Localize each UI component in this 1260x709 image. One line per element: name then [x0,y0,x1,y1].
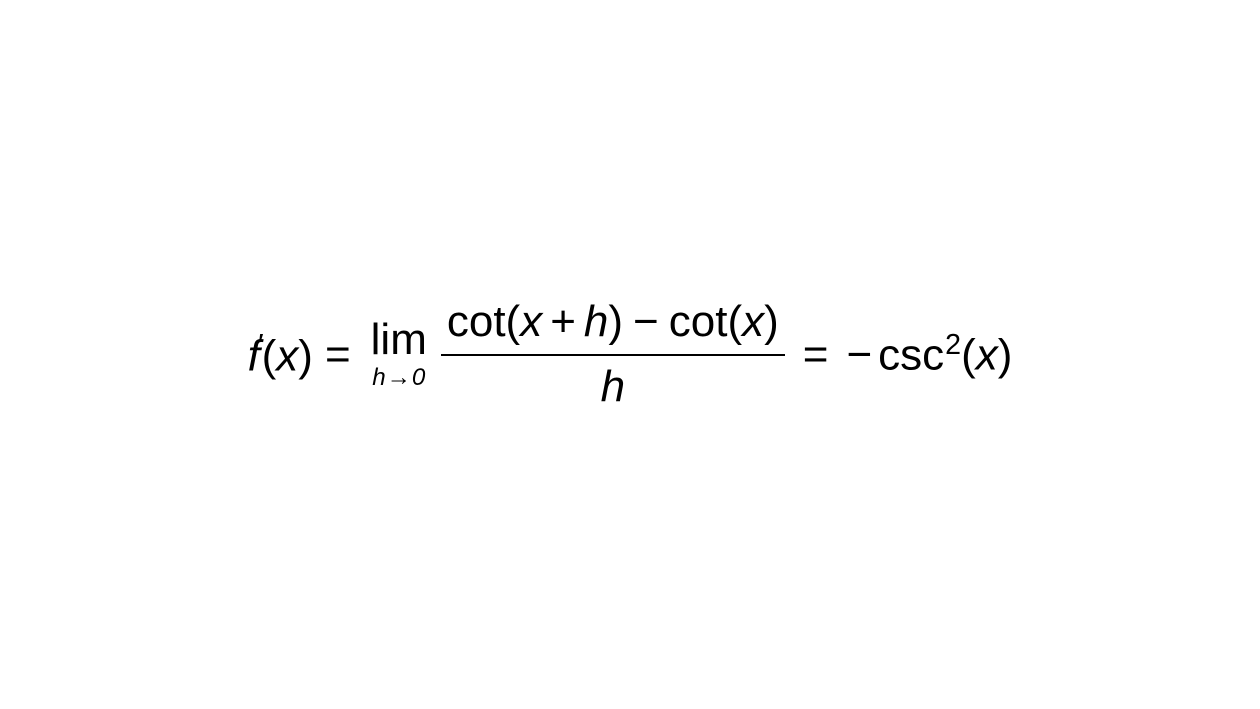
negative-sign: − [846,330,872,379]
minus-sign-num: − [633,297,659,346]
csc-func: csc [878,330,944,379]
denominator: h [595,356,631,413]
limit-operator: lim h→0 [371,318,427,390]
x-variable: x [276,332,298,381]
open-paren-num1: ( [506,297,521,346]
numerator: cot(x+h)−cot(x) [441,297,785,354]
equals-sign-2: = [803,330,829,380]
close-paren-num1: ) [608,297,623,346]
equals-sign-1: = [325,330,351,380]
x-rhs: x [976,330,998,379]
x-num2: x [742,297,764,346]
open-paren-rhs: ( [961,330,976,379]
rhs: −csc2(x) [840,329,1012,381]
plus-sign: + [550,297,576,346]
lim-text: lim [371,318,427,362]
limit-var: h [372,364,385,391]
derivative-equation: f′(x) = lim h→0 cot(x+h)−cot(x) h = −csc… [248,297,1013,412]
open-paren-num2: ( [727,297,742,346]
arrow-symbol: → [387,364,411,391]
open-paren: ( [262,332,277,381]
x-num1: x [520,297,542,346]
exponent-2: 2 [945,329,961,361]
close-paren: ) [298,332,313,381]
close-paren-rhs: ) [998,330,1013,379]
close-paren-num2: ) [764,297,779,346]
cot-func-1: cot [447,297,506,346]
limit-subscript: h→0 [372,366,425,390]
fraction: cot(x+h)−cot(x) h [441,297,785,412]
cot-func-2: cot [669,297,728,346]
limit-to: 0 [412,364,425,391]
h-num: h [584,297,608,346]
lhs: f′(x) [248,327,313,382]
